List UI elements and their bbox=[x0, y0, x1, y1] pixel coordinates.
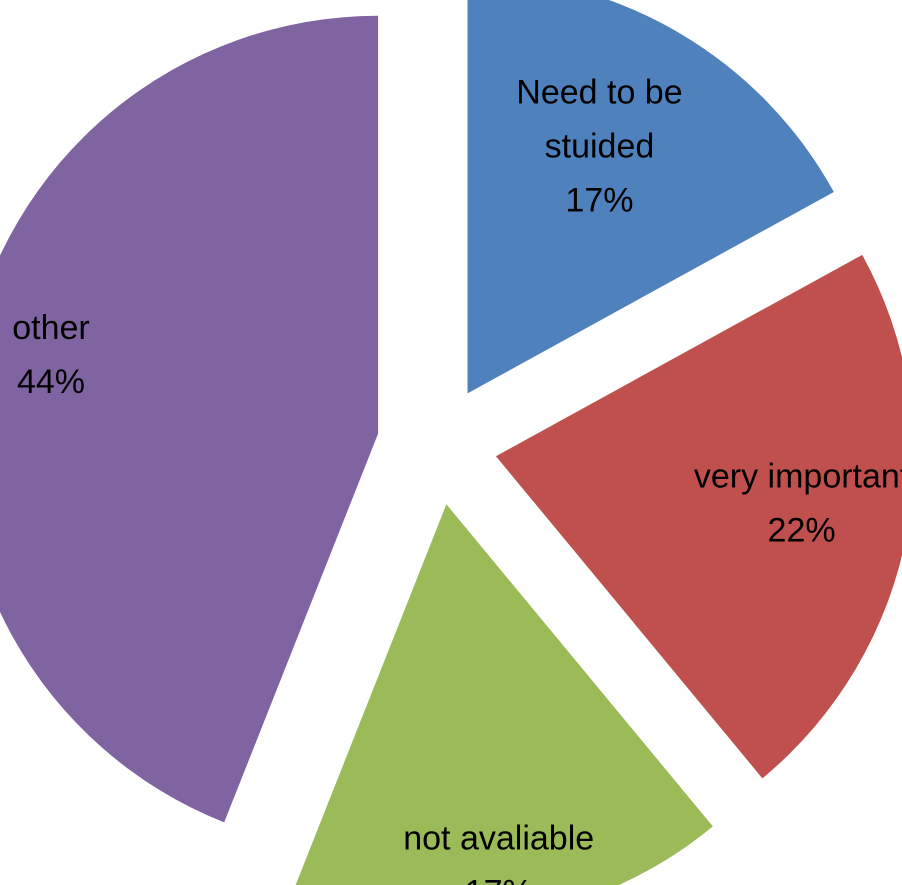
pie-slice-2 bbox=[495, 254, 902, 779]
pie-slice-3 bbox=[295, 504, 713, 885]
pie-slice-1 bbox=[467, 0, 834, 394]
slice-label-4: other 44% bbox=[12, 309, 90, 401]
slice-label-3: not avaliable17% bbox=[403, 820, 594, 885]
slice-label-1: Need to be stuided 17% bbox=[516, 73, 682, 219]
pie-slice-4 bbox=[0, 15, 379, 823]
slice-label-2: very important 22% bbox=[694, 458, 902, 550]
pie-labels: Need to be stuided 17% very important 22% not… bbox=[12, 73, 902, 885]
